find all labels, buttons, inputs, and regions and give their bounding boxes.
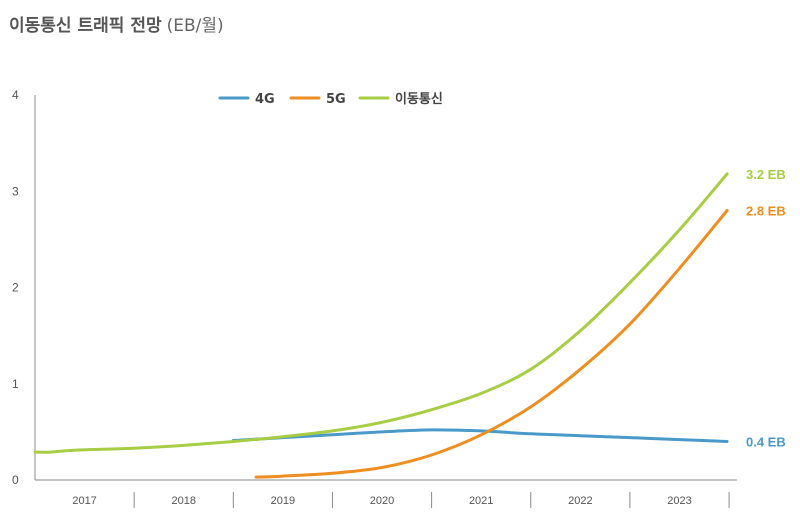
x-tick-label: 2020 (370, 495, 394, 507)
y-tick-label: 2 (12, 281, 19, 295)
end-labels: 0.4 EB 2.8 EB 3.2 EB (746, 167, 786, 450)
y-tick-label: 1 (12, 377, 19, 391)
title-text: 이동통신 트래픽 전망 (9, 16, 162, 36)
end-value-label: 2.8 EB (746, 204, 786, 219)
series-line-0 (231, 428, 729, 443)
axes-group: 0 1 2 3 4 2017 2018 2019 2020 2021 2022 2023 (12, 88, 737, 508)
legend: 4G 5G 이동통신 (218, 91, 443, 107)
series-line-2 (33, 172, 729, 454)
x-tick-label: 2017 (72, 495, 96, 507)
chart-title: 이동통신 트래픽 전망 (EB/월) (9, 11, 224, 36)
end-value-label: 3.2 EB (746, 167, 786, 182)
series-group (33, 172, 729, 479)
end-value-label: 0.4 EB (746, 435, 786, 450)
y-tick-label: 4 (12, 88, 19, 102)
legend-label: 이동통신 (395, 91, 443, 107)
x-tick-label: 2018 (171, 495, 195, 507)
legend-label: 4G (255, 92, 275, 107)
x-tick-label: 2022 (568, 495, 592, 507)
series-line-1 (254, 209, 729, 479)
x-tick-label: 2019 (271, 495, 295, 507)
title-unit: (EB/월) (166, 16, 224, 36)
legend-label: 5G (326, 92, 346, 107)
x-tick-label: 2023 (667, 495, 691, 507)
y-tick-label: 3 (12, 184, 19, 198)
y-tick-label: 0 (12, 473, 19, 487)
x-tick-label: 2021 (469, 495, 493, 507)
